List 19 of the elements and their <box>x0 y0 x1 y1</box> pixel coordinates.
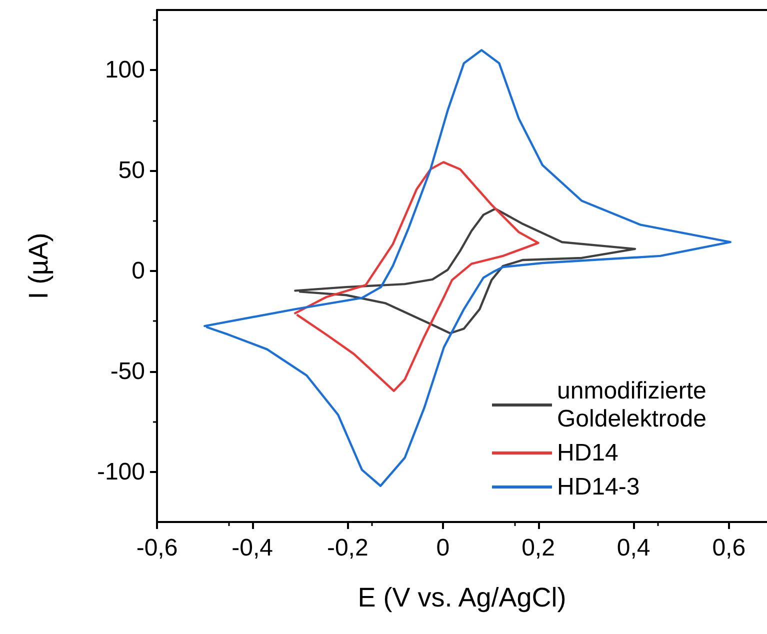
x-tick-label: -0,4 <box>232 534 273 562</box>
line-series <box>294 208 636 334</box>
line-series <box>294 161 540 392</box>
y-tick-label: -50 <box>110 358 145 385</box>
y-tick-label: 50 <box>118 157 145 184</box>
x-tick-label: 0,6 <box>712 534 746 562</box>
legend-label: unmodifizierte Goldelektrode <box>557 378 714 432</box>
x-tick-label: 0,4 <box>616 534 650 562</box>
x-axis-title: E (V vs. Ag/AgCl) <box>358 582 566 612</box>
x-tick-label: 0 <box>436 534 450 562</box>
y-tick-label: -100 <box>96 458 145 486</box>
legend-label: HD14-3 <box>557 474 640 500</box>
y-tick-label: 100 <box>104 56 145 84</box>
x-tick-label: -0,2 <box>326 534 368 562</box>
y-axis-title: I (µA) <box>24 232 54 300</box>
y-tick-label: 0 <box>132 258 145 285</box>
x-tick-label: -0,6 <box>136 534 178 562</box>
x-tick-label: 0,2 <box>522 534 555 562</box>
legend-label: HD14 <box>557 440 618 466</box>
